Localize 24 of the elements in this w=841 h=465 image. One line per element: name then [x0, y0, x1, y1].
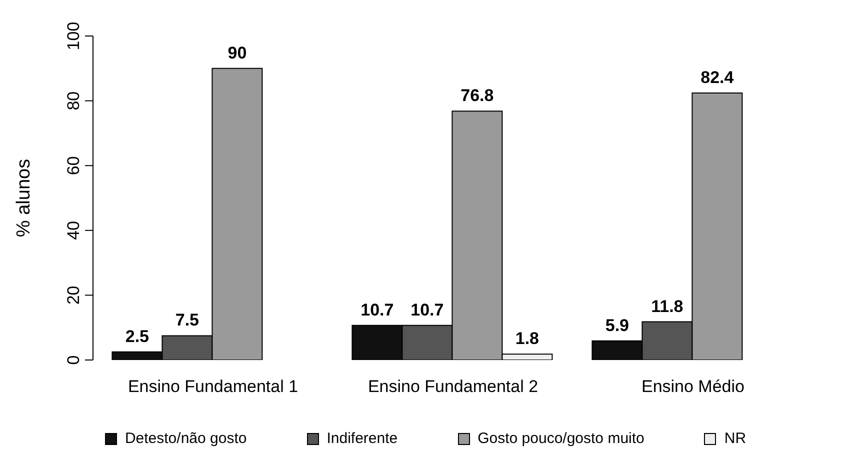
- data-label: 11.8: [651, 296, 684, 316]
- data-label: 76.8: [460, 86, 494, 106]
- y-tick-label: 0: [64, 355, 83, 365]
- y-tick-label: 60: [64, 156, 83, 176]
- legend-label: Gosto pouco/gosto muito: [478, 430, 644, 447]
- data-label: 90: [228, 43, 247, 62]
- y-tick-label: 40: [64, 220, 83, 240]
- y-tick-label: 80: [64, 91, 83, 110]
- data-label: 2.5: [125, 326, 150, 346]
- x-tick-label: Ensino Fundamental 2: [368, 377, 538, 396]
- legend-label: Indiferente: [326, 430, 398, 447]
- data-label: 10.7: [360, 300, 394, 320]
- x-tick-label: Ensino Fundamental 1: [128, 377, 298, 396]
- data-label: 10.7: [410, 300, 444, 320]
- data-label: 82.4: [700, 68, 734, 88]
- legend-label: NR: [724, 430, 746, 447]
- data-label: 7.5: [175, 310, 200, 330]
- y-axis-title: % alunos: [14, 158, 35, 238]
- legend-label: Detesto/não gosto: [124, 430, 247, 447]
- data-label: 5.9: [605, 316, 630, 335]
- y-tick-label: 20: [64, 286, 83, 305]
- data-label: 1.8: [515, 329, 540, 348]
- y-tick-label: 100: [64, 22, 83, 50]
- x-tick-label: Ensino Médio: [641, 377, 745, 396]
